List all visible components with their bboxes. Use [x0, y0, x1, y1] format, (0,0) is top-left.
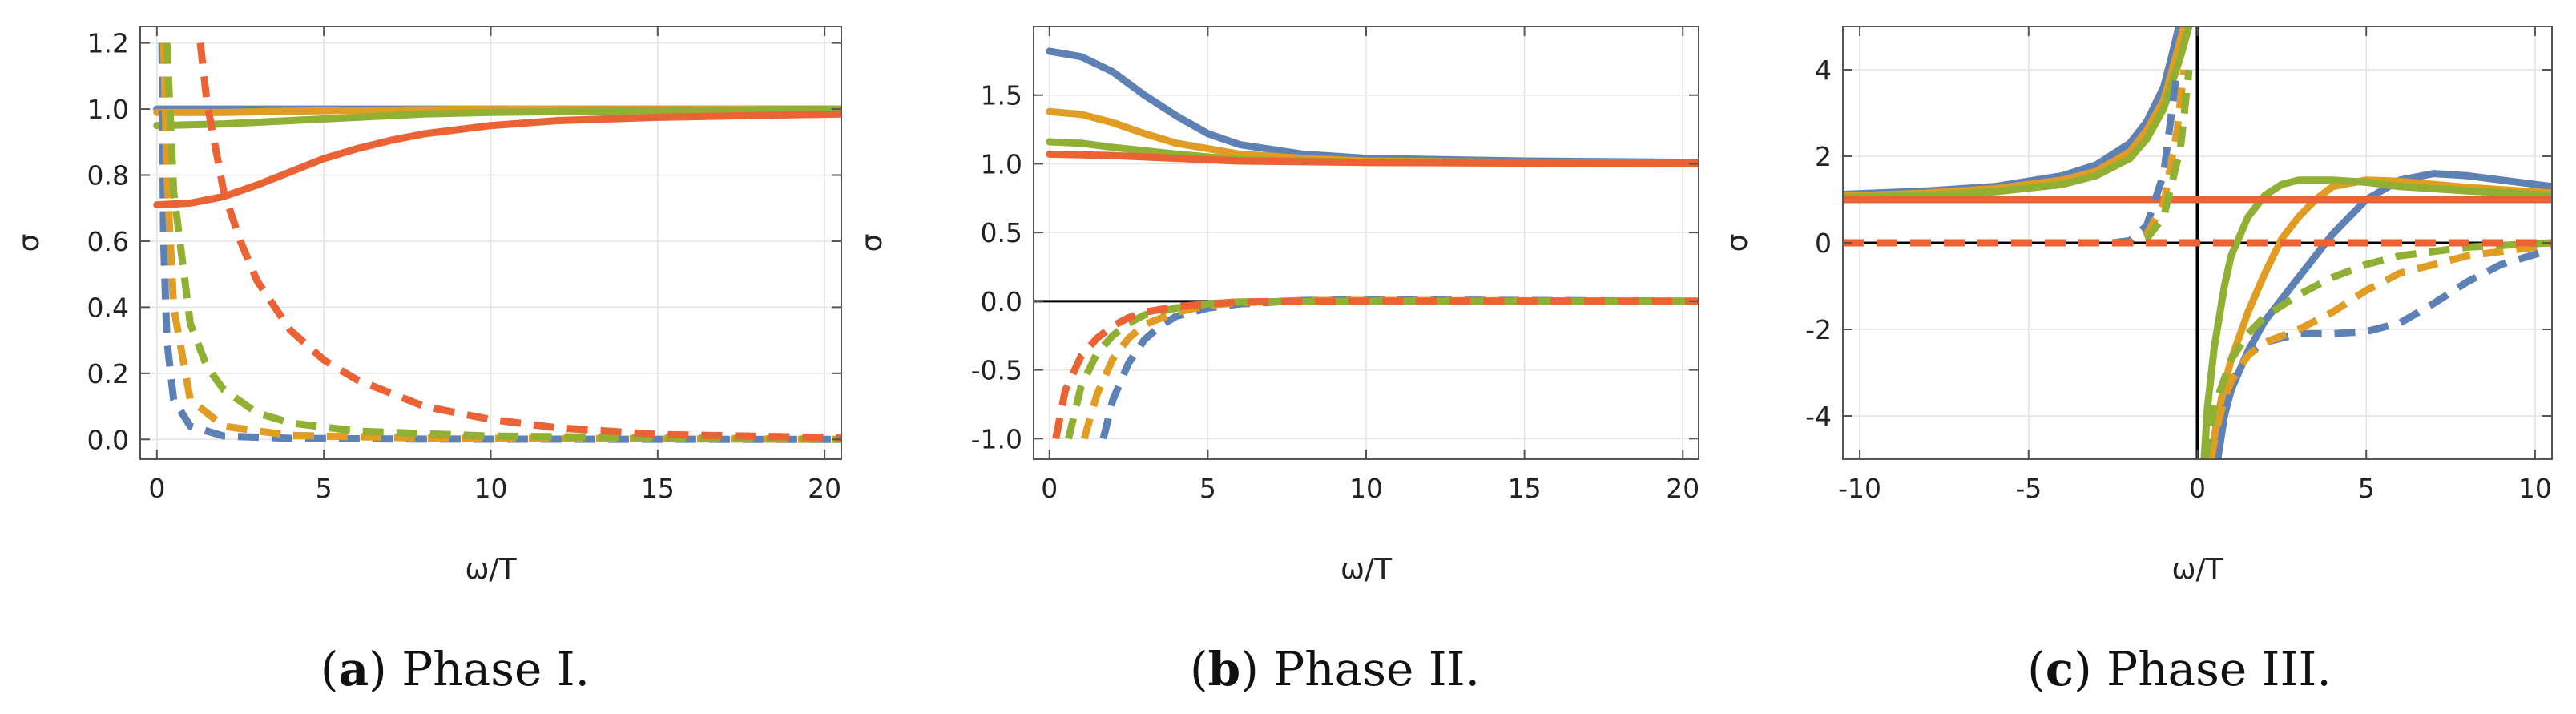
- x-tick-label: 20: [1666, 473, 1699, 504]
- x-tick-label: 0: [148, 473, 165, 504]
- panel-b: 0 5 10 15 20 -1.0 -0.5 0.0 0.5 1.0 1.5 ω/T σ: [856, 26, 1699, 586]
- y-tick-label: 1.0: [87, 94, 129, 125]
- series-line-green-real-right: [2200, 176, 2552, 459]
- y-tick-label: 0.8: [87, 159, 129, 191]
- y-tick-label: 4: [1815, 54, 1832, 86]
- caption-a-letter: a: [339, 642, 369, 696]
- series-group: [1046, 47, 1699, 440]
- x-axis-label: ω/T: [465, 553, 517, 586]
- caption-a: (a) Phase I.: [320, 642, 590, 696]
- series-line-red-real: [1046, 150, 1699, 167]
- series-line-orange-real-left: [1843, 26, 2188, 200]
- caption-b-text: Phase II.: [1259, 642, 1480, 696]
- panel-c: -10 -5 0 5 10 -4 -2 0 2 4 ω/T σ: [1721, 26, 2553, 586]
- series-line-red-imag: [196, 42, 841, 442]
- y-tick-label: 2: [1815, 141, 1832, 172]
- x-tick-label: 0: [2189, 473, 2206, 504]
- series-line-red-imag: [1052, 297, 1699, 440]
- x-tick-label: 15: [1508, 473, 1542, 504]
- series-line-blue-real-left: [1843, 26, 2183, 198]
- y-tick-label: 0: [1815, 228, 1832, 259]
- x-axis-label: ω/T: [2171, 553, 2223, 586]
- x-tick-label: 5: [2358, 473, 2375, 504]
- y-tick-label: -4: [1805, 401, 1832, 432]
- series-group: [153, 42, 841, 443]
- y-tick-label: -0.5: [971, 355, 1022, 386]
- series-line-orange-imag: [159, 42, 841, 443]
- y-tick-label: -2: [1805, 314, 1832, 345]
- series-line-green-imag: [1065, 297, 1699, 440]
- series-line-red-real: [153, 110, 841, 209]
- y-axis-label: σ: [13, 234, 46, 252]
- series-line-blue-imag-right: [2214, 245, 2552, 459]
- x-tick-label: -10: [1838, 473, 1881, 504]
- series-line-green-real: [153, 105, 841, 130]
- x-tick-label: 10: [474, 473, 508, 504]
- x-tick-label: 20: [808, 473, 841, 504]
- x-tick-label: 10: [2518, 473, 2552, 504]
- caption-b: (b) Phase II.: [1190, 642, 1480, 696]
- x-axis-label: ω/T: [1340, 553, 1393, 586]
- y-tick-label: 0.6: [87, 226, 129, 257]
- y-axis-label: σ: [856, 234, 889, 252]
- series-line-blue-imag: [1099, 296, 1699, 440]
- y-tick-label: 0.0: [87, 424, 129, 455]
- series-line-green-real-left: [1843, 26, 2193, 201]
- caption-c-text: Phase III.: [2092, 642, 2332, 696]
- y-tick-label: 0.5: [981, 217, 1022, 248]
- x-tick-label: 15: [641, 473, 675, 504]
- series-group: [1843, 26, 2552, 459]
- x-tick-label: 5: [316, 473, 333, 504]
- y-tick-label: 0.0: [981, 286, 1022, 317]
- caption-c-letter: c: [2046, 642, 2074, 696]
- caption-a-text: Phase I.: [387, 642, 590, 696]
- y-tick-label: 1.2: [87, 28, 129, 59]
- y-axis-label: σ: [1721, 234, 1754, 252]
- x-tick-label: -5: [2015, 473, 2042, 504]
- series-line-green-imag: [163, 42, 841, 443]
- y-tick-label: 1.0: [981, 148, 1022, 180]
- y-tick-label: 1.5: [981, 80, 1022, 111]
- y-tick-label: 0.4: [87, 292, 129, 323]
- series-line-blue-real: [1046, 47, 1699, 167]
- panel-a: 0 5 10 15 20 0.0 0.2 0.4 0.6 0.8 1.0 1.2 ω/T σ: [13, 26, 842, 586]
- y-tick-label: 0.2: [87, 358, 129, 389]
- series-line-orange-imag-right: [2207, 241, 2552, 459]
- x-tick-label: 0: [1041, 473, 1058, 504]
- x-tick-label: 5: [1199, 473, 1216, 504]
- caption-b-letter: b: [1208, 642, 1241, 696]
- series-line-green-imag-right: [2202, 239, 2552, 459]
- caption-c: (c) Phase III.: [2027, 642, 2332, 696]
- y-tick-label: -1.0: [971, 423, 1022, 454]
- x-tick-label: 10: [1349, 473, 1383, 504]
